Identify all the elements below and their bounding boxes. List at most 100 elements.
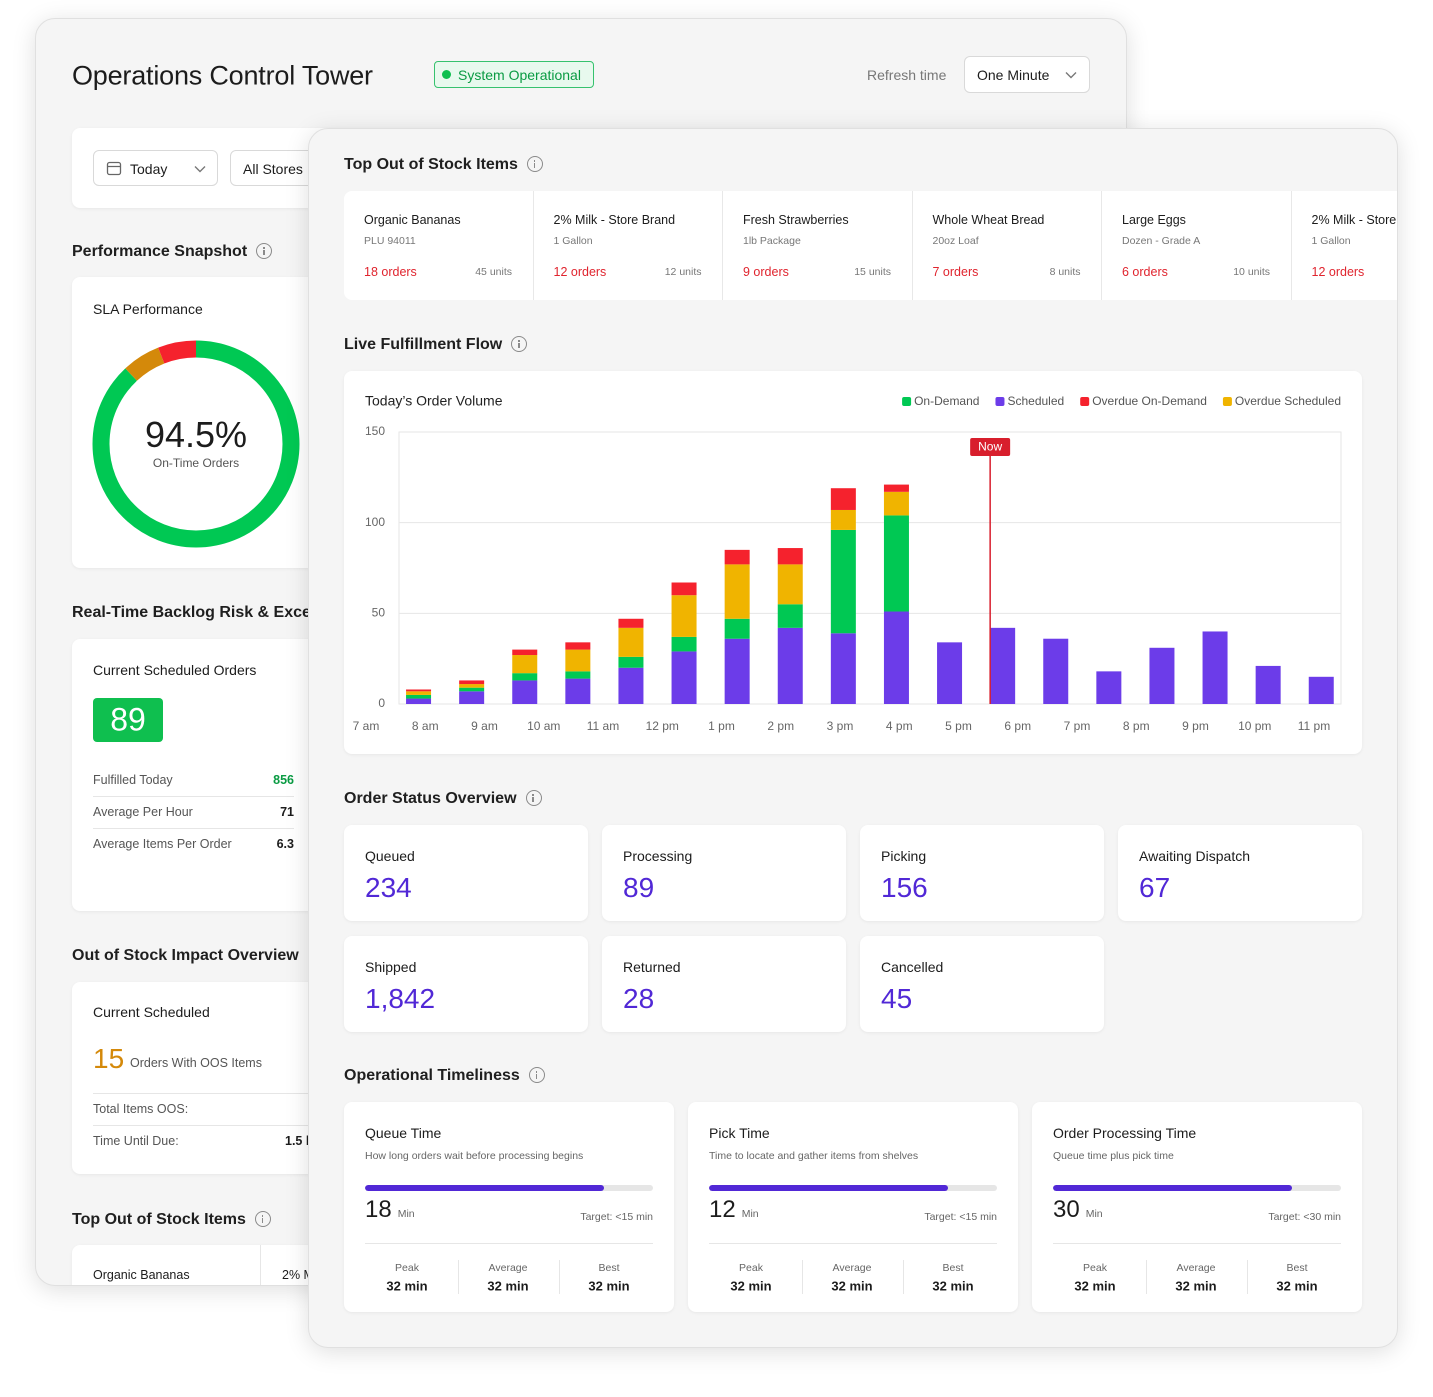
bar-segment — [459, 687, 485, 692]
status-label: Awaiting Dispatch — [1139, 848, 1251, 864]
stat-value: 32 min — [730, 1278, 772, 1294]
y-tick-label: 150 — [365, 424, 385, 438]
bar-segment — [512, 680, 538, 704]
value-number: 30 — [1053, 1196, 1080, 1223]
calendar-icon — [106, 161, 122, 176]
bar-segment — [618, 656, 644, 668]
y-tick-label: 50 — [372, 606, 386, 620]
item-detail: 1 Gallon — [1311, 235, 1351, 247]
stat-value: 32 min — [1276, 1278, 1318, 1294]
status-label: Cancelled — [881, 959, 944, 975]
card-title: Order Processing Time — [1053, 1125, 1197, 1141]
bar-segment — [777, 564, 803, 605]
oos-item[interactable]: Fresh Strawberries 1lb Package 9 orders 15 … — [723, 191, 913, 300]
x-tick-label: 9 am — [471, 719, 498, 733]
timeliness-card: Order Processing Time Queue time plus pic… — [1032, 1102, 1362, 1312]
legend-swatch — [1222, 397, 1232, 406]
bar-segment — [406, 689, 432, 692]
bar-segment — [883, 515, 909, 612]
stat-value: 32 min — [1175, 1278, 1217, 1294]
metric-label: Average Items Per Order — [93, 837, 232, 851]
stat-value: 32 min — [1074, 1278, 1116, 1294]
x-tick-label: 3 pm — [827, 719, 854, 733]
info-icon — [528, 1067, 545, 1083]
metric-value: 71 — [280, 805, 294, 819]
status-card[interactable]: Shipped 1,842 — [344, 936, 588, 1032]
status-label: Picking — [881, 848, 927, 864]
status-badge: System Operational — [434, 61, 594, 88]
legend-label: Overdue On-Demand — [1092, 394, 1207, 408]
stat-label: Best — [942, 1262, 964, 1274]
oos-item[interactable]: Whole Wheat Bread 20oz Loaf 7 orders 8 unit… — [913, 191, 1102, 300]
value-unit: Min — [741, 1208, 759, 1220]
info-icon — [511, 336, 528, 352]
card-title: Current Scheduled — [93, 1004, 210, 1020]
bar-segment — [724, 618, 750, 639]
status-card[interactable]: Awaiting Dispatch 67 — [1118, 825, 1362, 921]
x-tick-label: 4 pm — [886, 719, 913, 733]
status-label: Queued — [365, 848, 415, 864]
status-label: Processing — [623, 848, 693, 864]
stat-value: 32 min — [386, 1278, 428, 1294]
card-description: How long orders wait before processing b… — [365, 1150, 584, 1162]
divider — [93, 1125, 393, 1126]
status-card[interactable]: Picking 156 — [860, 825, 1104, 921]
refresh-dropdown[interactable]: One Minute — [964, 56, 1090, 93]
now-label: Now — [978, 440, 1002, 454]
item-orders: 7 orders — [932, 265, 979, 279]
kpi-badge: 89 — [93, 698, 163, 742]
y-tick-label: 0 — [378, 696, 385, 710]
bar-segment — [724, 549, 750, 565]
bar-segment — [671, 651, 697, 704]
legend-swatch — [902, 397, 912, 406]
oos-item[interactable]: Organic Bananas PLU 94011 18 orders 45 unit… — [344, 191, 534, 300]
card-title: Pick Time — [709, 1125, 770, 1141]
chevron-path — [1065, 72, 1077, 79]
progress-track — [365, 1185, 653, 1191]
page-title: Operations Control Tower — [72, 60, 373, 91]
progress-fill — [365, 1185, 605, 1191]
item-orders: 6 orders — [1122, 265, 1168, 279]
status-card[interactable]: Cancelled 45 — [860, 936, 1104, 1032]
time-value: 18 Min — [365, 1196, 415, 1224]
value-unit: Min — [1085, 1208, 1103, 1220]
x-tick-label: 11 am — [587, 719, 619, 733]
bar-segment — [1043, 638, 1069, 704]
status-text: System Operational — [458, 67, 581, 83]
bar-segment — [565, 671, 591, 679]
kpi-caption: On-Time Orders — [152, 456, 240, 470]
stat-label: Peak — [395, 1262, 419, 1274]
kpi-value: 15 — [93, 1043, 125, 1074]
bar-segment — [565, 678, 591, 704]
status-card[interactable]: Returned 28 — [602, 936, 846, 1032]
status-card[interactable]: Processing 89 — [602, 825, 846, 921]
oos-strip: Organic Bananas PLU 94011 18 orders 45 unit… — [344, 191, 1398, 300]
stat-value: 32 min — [487, 1278, 529, 1294]
metric-label: Fulfilled Today — [93, 773, 173, 787]
divider — [260, 1245, 261, 1285]
x-tick-label: 6 pm — [1004, 719, 1031, 733]
x-tick-label: 11 pm — [1298, 719, 1330, 733]
date-filter[interactable]: Today — [93, 150, 218, 186]
chevron-path — [194, 166, 206, 173]
oos-item[interactable]: Large Eggs Dozen - Grade A 6 orders 10 unit… — [1102, 191, 1292, 300]
value-unit: Min — [397, 1208, 415, 1220]
calendar-shape — [106, 161, 122, 176]
status-dot — [442, 70, 451, 79]
bar-segment — [459, 684, 485, 688]
status-label: Returned — [623, 959, 681, 975]
status-card[interactable]: Queued 234 — [344, 825, 588, 921]
bar-segment — [1202, 631, 1228, 704]
kpi-value: 89 — [110, 701, 146, 738]
legend-label: Scheduled — [1007, 394, 1064, 408]
card-description: Queue time plus pick time — [1053, 1150, 1174, 1162]
bar-segment — [1096, 671, 1122, 704]
item-name: Whole Wheat Bread — [932, 213, 1045, 227]
bar-segment — [512, 673, 538, 681]
divider — [709, 1243, 997, 1244]
info-icon — [256, 243, 273, 259]
x-tick-label: 8 am — [412, 719, 439, 733]
stat-label: Peak — [739, 1262, 763, 1274]
